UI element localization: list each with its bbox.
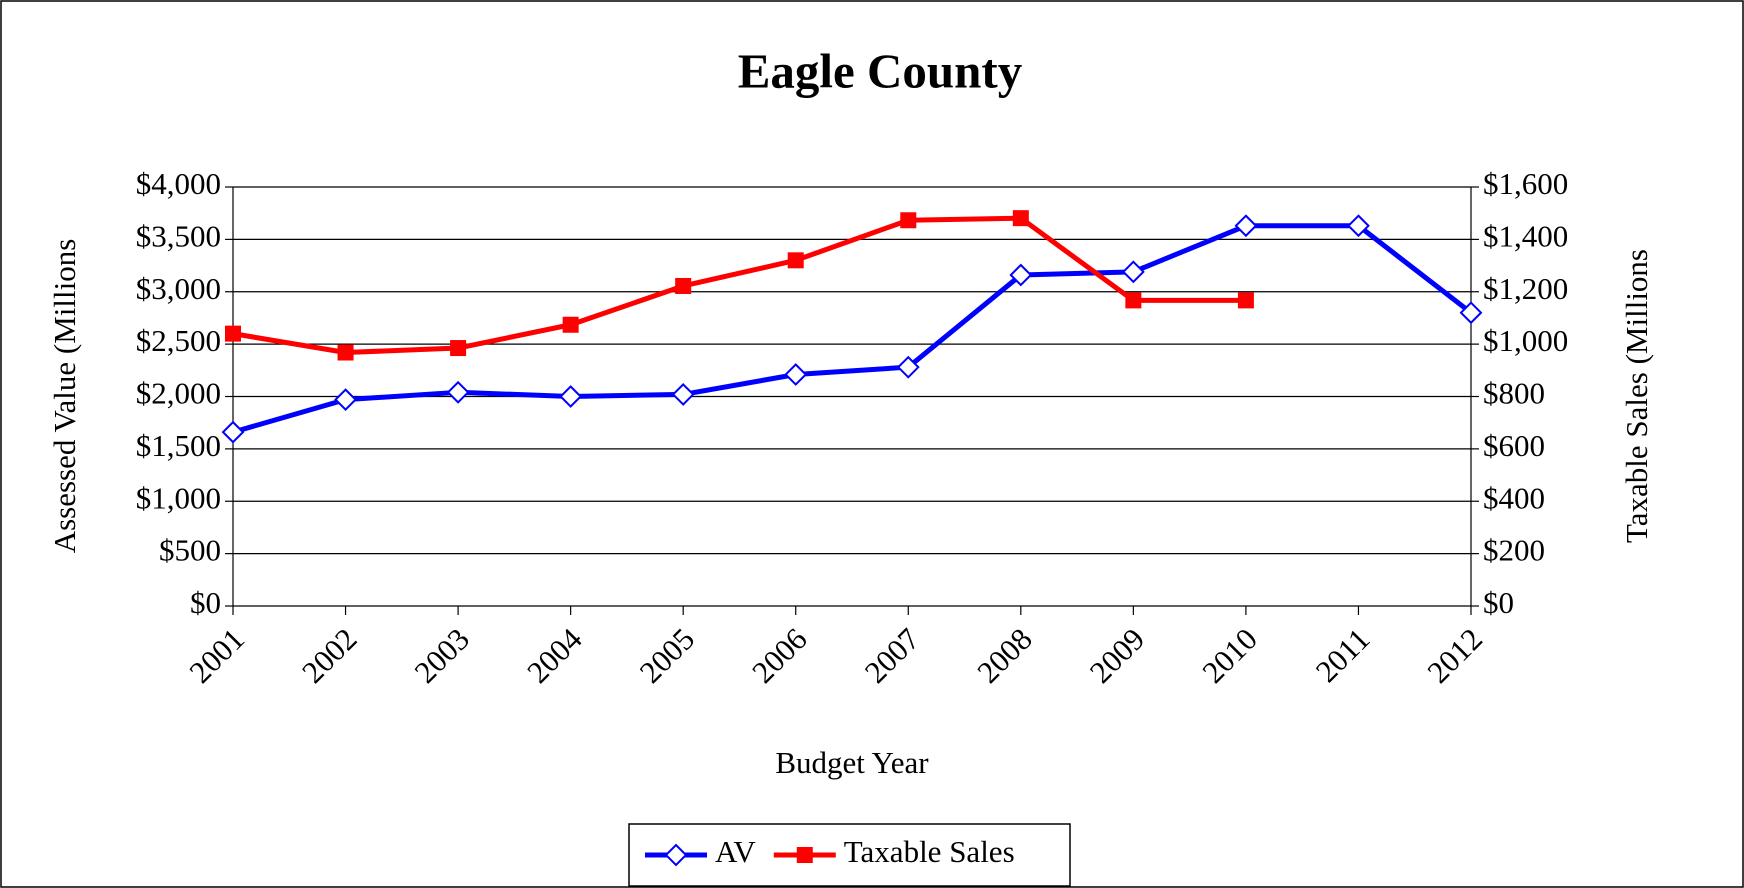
data-point [1125,292,1142,309]
data-point [671,382,695,406]
y-tick-label: $1,000 [136,480,221,515]
y-tick-label: $500 [159,533,221,568]
y-tick-label: $3,000 [136,271,221,306]
data-point [1234,214,1258,238]
data-point [900,212,917,229]
y2-tick-label: $800 [1483,376,1545,411]
y2-tick-label: $600 [1483,428,1545,463]
data-point [787,252,804,269]
legend-marker [796,847,813,863]
legend-label: Taxable Sales [844,834,1015,869]
y2-tick-label: $400 [1483,480,1545,515]
y-tick-label: $0 [190,585,221,620]
data-point [1347,214,1370,238]
y2-tick-label: $0 [1483,585,1514,620]
data-point [784,363,808,386]
data-point [675,277,692,294]
data-point [1121,260,1145,284]
y-tick-label: $2,500 [136,323,221,358]
legend-marker [664,843,688,867]
chart-title: Eagle County [738,43,1023,98]
x-axis-label: Budget Year [775,745,929,780]
data-point [221,420,245,444]
y-tick-label: $1,500 [136,428,221,463]
data-point [225,325,241,342]
data-point [1459,301,1483,325]
data-point [337,344,354,361]
legend-label: AV [715,834,756,869]
y2-tick-label: $1,200 [1483,271,1568,306]
y-axis-label: Assessed Value (Millions [47,239,82,554]
series-line [232,215,1246,356]
y2-tick-label: $1,600 [1483,166,1568,201]
data-point [334,388,357,412]
y2-tick-label: $200 [1483,533,1545,568]
data-point [562,316,579,333]
data-point [1012,210,1029,227]
data-point [1237,292,1254,309]
data-point [446,380,470,404]
series-line [232,223,1473,435]
y-tick-label: $3,500 [136,218,221,253]
data-point [450,340,467,357]
y2-axis-label: Taxable Sales (Millions [1619,249,1654,543]
data-point [896,355,920,379]
y2-tick-label: $1,000 [1483,323,1568,358]
y-tick-label: $4,000 [136,166,221,201]
y-tick-label: $2,000 [136,376,221,411]
y2-tick-label: $1,400 [1483,218,1568,253]
data-point [559,385,583,408]
data-point [1009,263,1033,287]
